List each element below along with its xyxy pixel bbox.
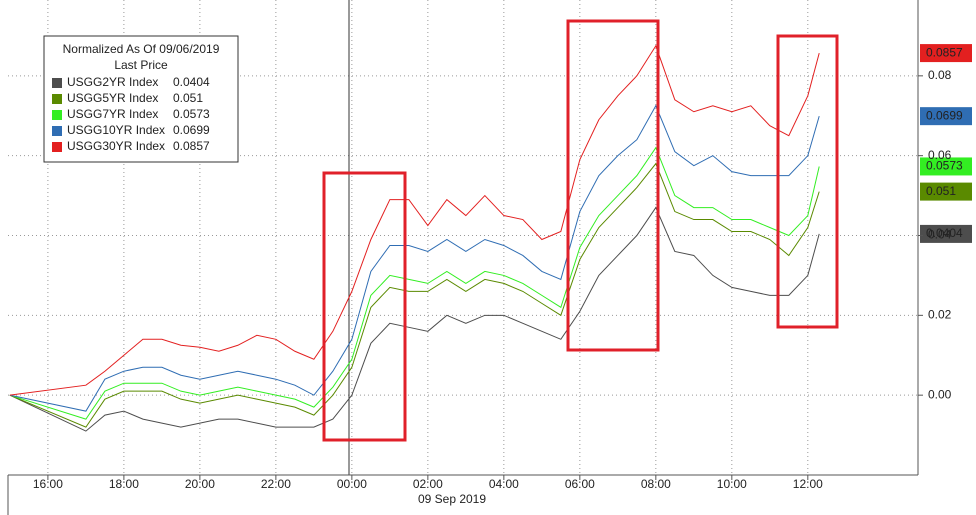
lines xyxy=(9,44,820,432)
legend-value: 0.0699 xyxy=(173,123,210,137)
y-tick-label: 0.02 xyxy=(928,308,952,322)
series-line xyxy=(9,206,820,432)
y-tick-label: 0.04 xyxy=(928,228,952,242)
y-tick-label: 0.00 xyxy=(928,387,952,401)
legend-swatch xyxy=(52,142,62,152)
x-tick-label: 18:00 xyxy=(109,477,139,491)
legend-swatch xyxy=(52,94,62,104)
highlight-box xyxy=(776,34,839,329)
value-tag-label: 0.0573 xyxy=(926,159,963,173)
value-tag xyxy=(920,107,972,126)
highlight-box xyxy=(322,171,407,442)
x-tick-label: 10:00 xyxy=(717,477,747,491)
series-line xyxy=(9,104,820,412)
date-label: 09 Sep 2019 xyxy=(418,492,486,506)
series-line xyxy=(9,146,820,420)
legend-value: 0.0573 xyxy=(173,107,210,121)
x-tick-label: 16:00 xyxy=(33,477,63,491)
legend: Normalized As Of 09/06/2019 Last Price U… xyxy=(43,35,239,163)
highlight-box xyxy=(566,19,660,352)
legend-label: USGG2YR Index xyxy=(67,75,158,89)
legend-swatch xyxy=(52,126,62,136)
value-tag xyxy=(920,182,972,201)
value-tags: 0.0404 0.051 0.0573 0.0699 0.0857 xyxy=(920,44,972,243)
legend-title: Normalized As Of 09/06/2019 xyxy=(63,42,220,56)
value-tag-label: 0.0857 xyxy=(926,45,963,59)
legend-swatch xyxy=(52,110,62,120)
value-tag-label: 0.0404 xyxy=(926,226,963,240)
legend-label: USGG7YR Index xyxy=(67,107,158,121)
series-line xyxy=(9,162,820,428)
value-tag xyxy=(920,44,972,63)
value-tag xyxy=(920,157,972,176)
x-tick-label: 06:00 xyxy=(565,477,595,491)
legend-label: USGG5YR Index xyxy=(67,91,158,105)
x-tick-label: 04:00 xyxy=(489,477,519,491)
legend-label: USGG30YR Index xyxy=(67,139,165,153)
legend-box xyxy=(43,35,239,163)
x-tick-label: 22:00 xyxy=(261,477,291,491)
legend-subtitle: Last Price xyxy=(114,58,168,72)
x-tick-label: 08:00 xyxy=(641,477,671,491)
y-tick-label: 0.08 xyxy=(928,68,952,82)
value-tag-label: 0.051 xyxy=(926,184,956,198)
legend-label: USGG10YR Index xyxy=(67,123,165,137)
legend-value: 0.0857 xyxy=(173,139,210,153)
value-tag-label: 0.0699 xyxy=(926,108,963,122)
legend-value: 0.0404 xyxy=(173,75,210,89)
x-tick-label: 12:00 xyxy=(793,477,823,491)
value-tag xyxy=(920,224,972,243)
legend-value: 0.051 xyxy=(173,91,203,105)
x-tick-label: 00:00 xyxy=(337,477,367,491)
y-tick-label: 0.06 xyxy=(928,148,952,162)
x-tick-label: 02:00 xyxy=(413,477,443,491)
series-line xyxy=(9,44,820,396)
legend-swatch xyxy=(52,78,62,88)
x-tick-label: 20:00 xyxy=(185,477,215,491)
